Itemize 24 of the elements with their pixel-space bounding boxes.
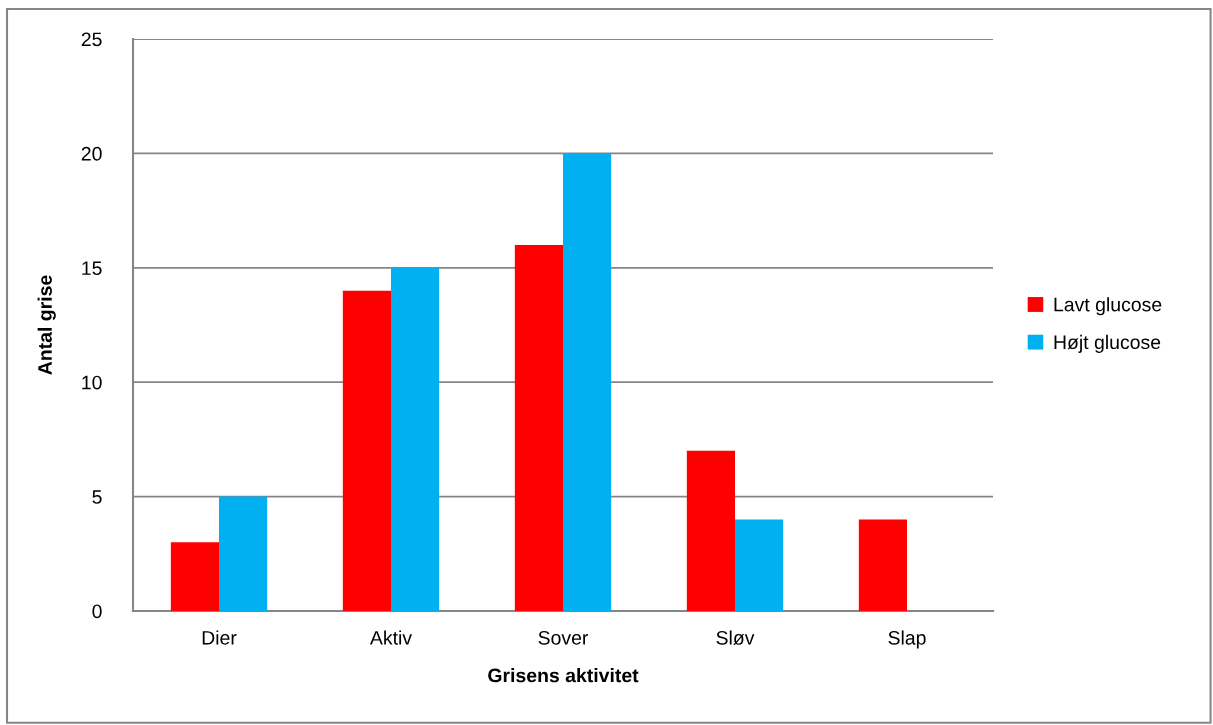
x-tick-label: Aktiv: [369, 630, 412, 645]
bar: [342, 290, 391, 611]
bar: [563, 153, 612, 611]
x-tick-label: Sløv: [716, 630, 755, 645]
x-tick-label: Slap: [888, 630, 926, 649]
y-axis-title: Antal grise: [37, 275, 56, 375]
y-tick-label: 10: [82, 375, 102, 390]
legend-label: Lavt glucose: [1054, 297, 1162, 316]
y-tick-label: 15: [82, 261, 102, 276]
bar: [514, 244, 563, 611]
x-tick-label: Sover: [538, 630, 589, 645]
bar: [858, 519, 907, 611]
bar: [219, 496, 268, 611]
x-tick-label: Dier: [202, 630, 237, 645]
x-axis-title: Grisens aktivitet: [488, 668, 639, 683]
y-tick-label: 0: [92, 604, 102, 619]
bar: [735, 519, 784, 611]
bar: [170, 542, 219, 611]
y-tick-label: 20: [81, 146, 102, 161]
bar: [686, 450, 735, 611]
legend-label: Højt glucose: [1054, 334, 1161, 353]
y-tick-label: 25: [81, 32, 102, 47]
bar: [391, 267, 440, 611]
y-tick-label: 5: [92, 490, 102, 504]
